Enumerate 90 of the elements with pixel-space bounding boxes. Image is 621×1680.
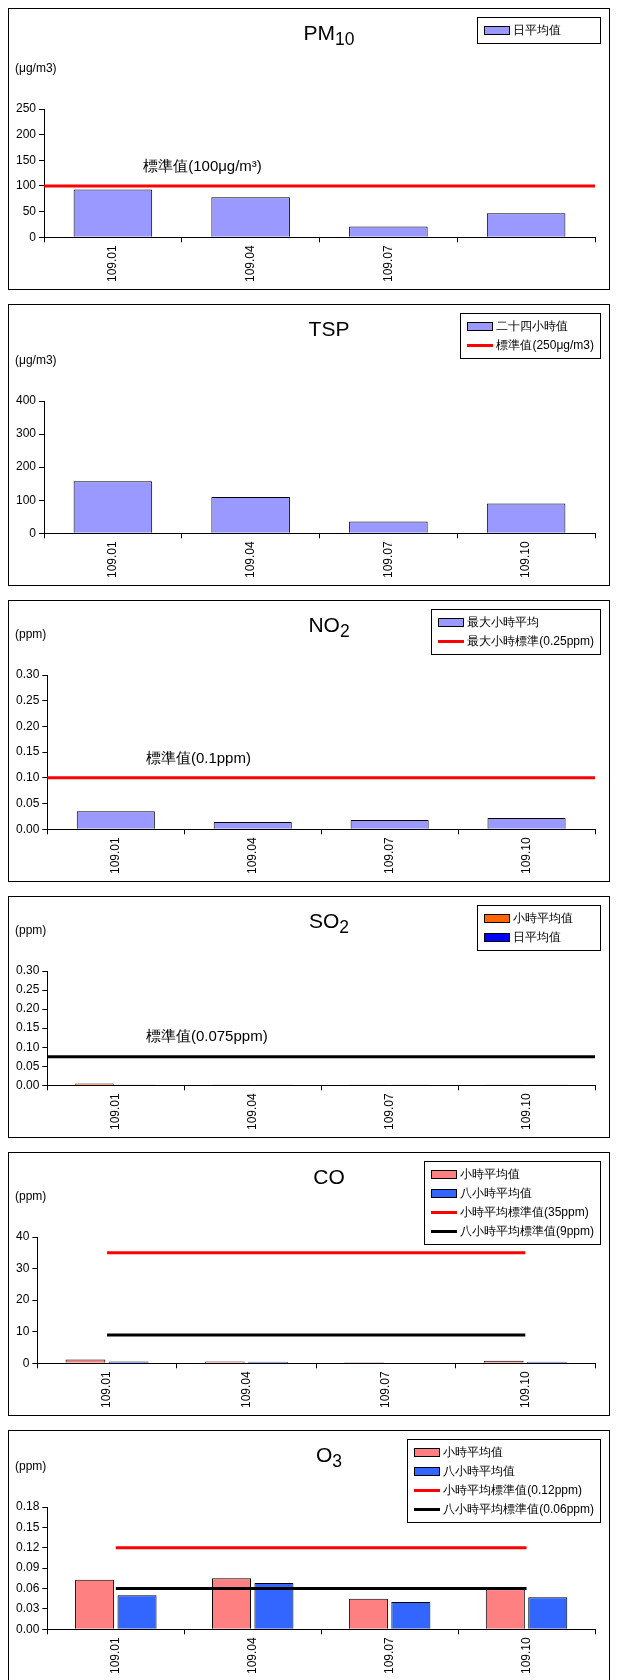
y-tick-label: 0.00 (16, 1621, 40, 1636)
x-tick-label: 109.07 (378, 1370, 393, 1408)
y-tick-label: 0.00 (16, 1077, 40, 1092)
y-tick-label: 10 (15, 1324, 30, 1339)
x-tick-label: 109.01 (105, 244, 120, 282)
legend-label: 八小時平均標準值(0.06ppm) (443, 1501, 594, 1518)
legend-label: 日平均值 (513, 929, 561, 946)
legend-label: 八小時平均值 (459, 1185, 532, 1202)
chart-title: O$_{3}$ (315, 1443, 343, 1472)
y-tick-label: 0.05 (16, 795, 40, 810)
y-tick-label: 0.12 (16, 1540, 40, 1555)
y-tick-label: 0.00 (16, 821, 40, 836)
x-tick-label: 109.04 (245, 1092, 260, 1130)
y-tick-label: 0.15 (16, 1519, 40, 1534)
y-tick-label: 0.30 (16, 667, 40, 682)
ref-line-label: 標準值(0.075ppm) (145, 1027, 268, 1045)
y-tick-label: 400 (15, 393, 37, 408)
x-tick-label: 109.07 (381, 1092, 396, 1130)
y-tick-label: 0 (29, 525, 37, 540)
y-tick-label: 200 (15, 459, 37, 474)
x-tick-label: 109.07 (380, 244, 395, 282)
y-axis-title: (ppm) (15, 627, 47, 641)
chart-title: TSP (308, 317, 350, 340)
y-tick-label: 0.05 (16, 1058, 40, 1073)
x-tick-label: 109.10 (518, 1092, 533, 1130)
chart-title: NO$_{2}$ (308, 613, 350, 642)
x-tick-label: 109.01 (108, 1636, 123, 1674)
y-tick-label: 30 (15, 1260, 30, 1275)
legend-label: 小時平均值 (513, 910, 573, 927)
y-axis-title: (μg/m3) (15, 61, 57, 75)
legend-label: 小時平均值 (459, 1166, 520, 1183)
legend-label: 標準值(250μg/m3) (496, 337, 594, 354)
ref-line-label: 標準值(0.1ppm) (145, 748, 251, 766)
x-tick-label: 109.04 (242, 540, 257, 578)
y-tick-label: 0 (29, 229, 37, 244)
x-tick-label: 109.10 (518, 1636, 533, 1674)
y-tick-label: 250 (15, 101, 37, 116)
y-tick-label: 0 (22, 1355, 30, 1370)
y-tick-label: 100 (15, 178, 37, 193)
y-tick-label: 0.15 (16, 744, 40, 759)
y-tick-label: 40 (15, 1229, 30, 1244)
legend-label: 小時平均標準值(35ppm) (459, 1204, 589, 1221)
y-tick-label: 300 (15, 426, 37, 441)
y-tick-label: 100 (15, 492, 37, 507)
y-tick-label: 50 (22, 203, 37, 218)
x-tick-label: 109.01 (108, 836, 123, 874)
y-tick-label: 0.10 (16, 770, 40, 785)
y-tick-label: 0.06 (16, 1580, 40, 1595)
legend-label: 小時平均標準值(0.12ppm) (443, 1482, 582, 1499)
legend-label: 八小時平均值 (443, 1463, 516, 1480)
legend-label: 最大小時平均 (467, 614, 540, 631)
y-tick-label: 0.15 (16, 1020, 40, 1035)
x-tick-label: 109.01 (108, 1092, 123, 1130)
y-axis-title: (ppm) (15, 1459, 47, 1473)
y-axis-title: (ppm) (15, 923, 47, 937)
x-tick-label: 109.04 (242, 244, 257, 282)
y-tick-label: 0.10 (16, 1039, 40, 1054)
y-tick-label: 0.30 (16, 963, 40, 978)
legend-label: 小時平均值 (443, 1444, 504, 1461)
x-tick-label: 109.04 (245, 1636, 260, 1674)
y-tick-label: 200 (15, 126, 37, 141)
chart-title: CO (313, 1165, 345, 1188)
x-tick-label: 109.01 (99, 1370, 114, 1408)
x-tick-label: 109.10 (518, 540, 533, 578)
x-tick-label: 109.04 (238, 1370, 253, 1408)
y-tick-label: 0.09 (16, 1560, 40, 1575)
y-tick-label: 0.25 (16, 693, 40, 708)
y-axis-title: (ppm) (15, 1189, 47, 1203)
x-tick-label: 109.07 (380, 540, 395, 578)
y-tick-label: 20 (15, 1292, 30, 1307)
chart-title: SO$_{2}$ (308, 909, 350, 938)
x-tick-label: 109.10 (518, 836, 533, 874)
chart-title: PM$_{10}$ (303, 21, 355, 50)
y-tick-label: 0.25 (16, 982, 40, 997)
x-tick-label: 109.04 (245, 836, 260, 874)
x-tick-label: 109.07 (381, 1636, 396, 1674)
x-tick-label: 109.10 (517, 1370, 532, 1408)
y-tick-label: 0.03 (16, 1601, 40, 1616)
x-tick-label: 109.07 (381, 836, 396, 874)
y-tick-label: 0.20 (16, 1001, 40, 1016)
y-tick-label: 0.20 (16, 718, 40, 733)
legend-label: 二十四小時值 (496, 318, 569, 335)
x-tick-label: 109.01 (105, 540, 120, 578)
legend-label: 日平均值 (513, 22, 561, 39)
y-axis-title: (μg/m3) (15, 353, 57, 367)
y-tick-label: 0.18 (16, 1499, 40, 1514)
ref-line-label: 標準值(100μg/m³) (143, 156, 262, 174)
legend-label: 最大小時標準(0.25ppm) (467, 633, 594, 650)
y-tick-label: 150 (15, 152, 37, 167)
legend-label: 八小時平均標準值(9ppm) (459, 1223, 594, 1240)
